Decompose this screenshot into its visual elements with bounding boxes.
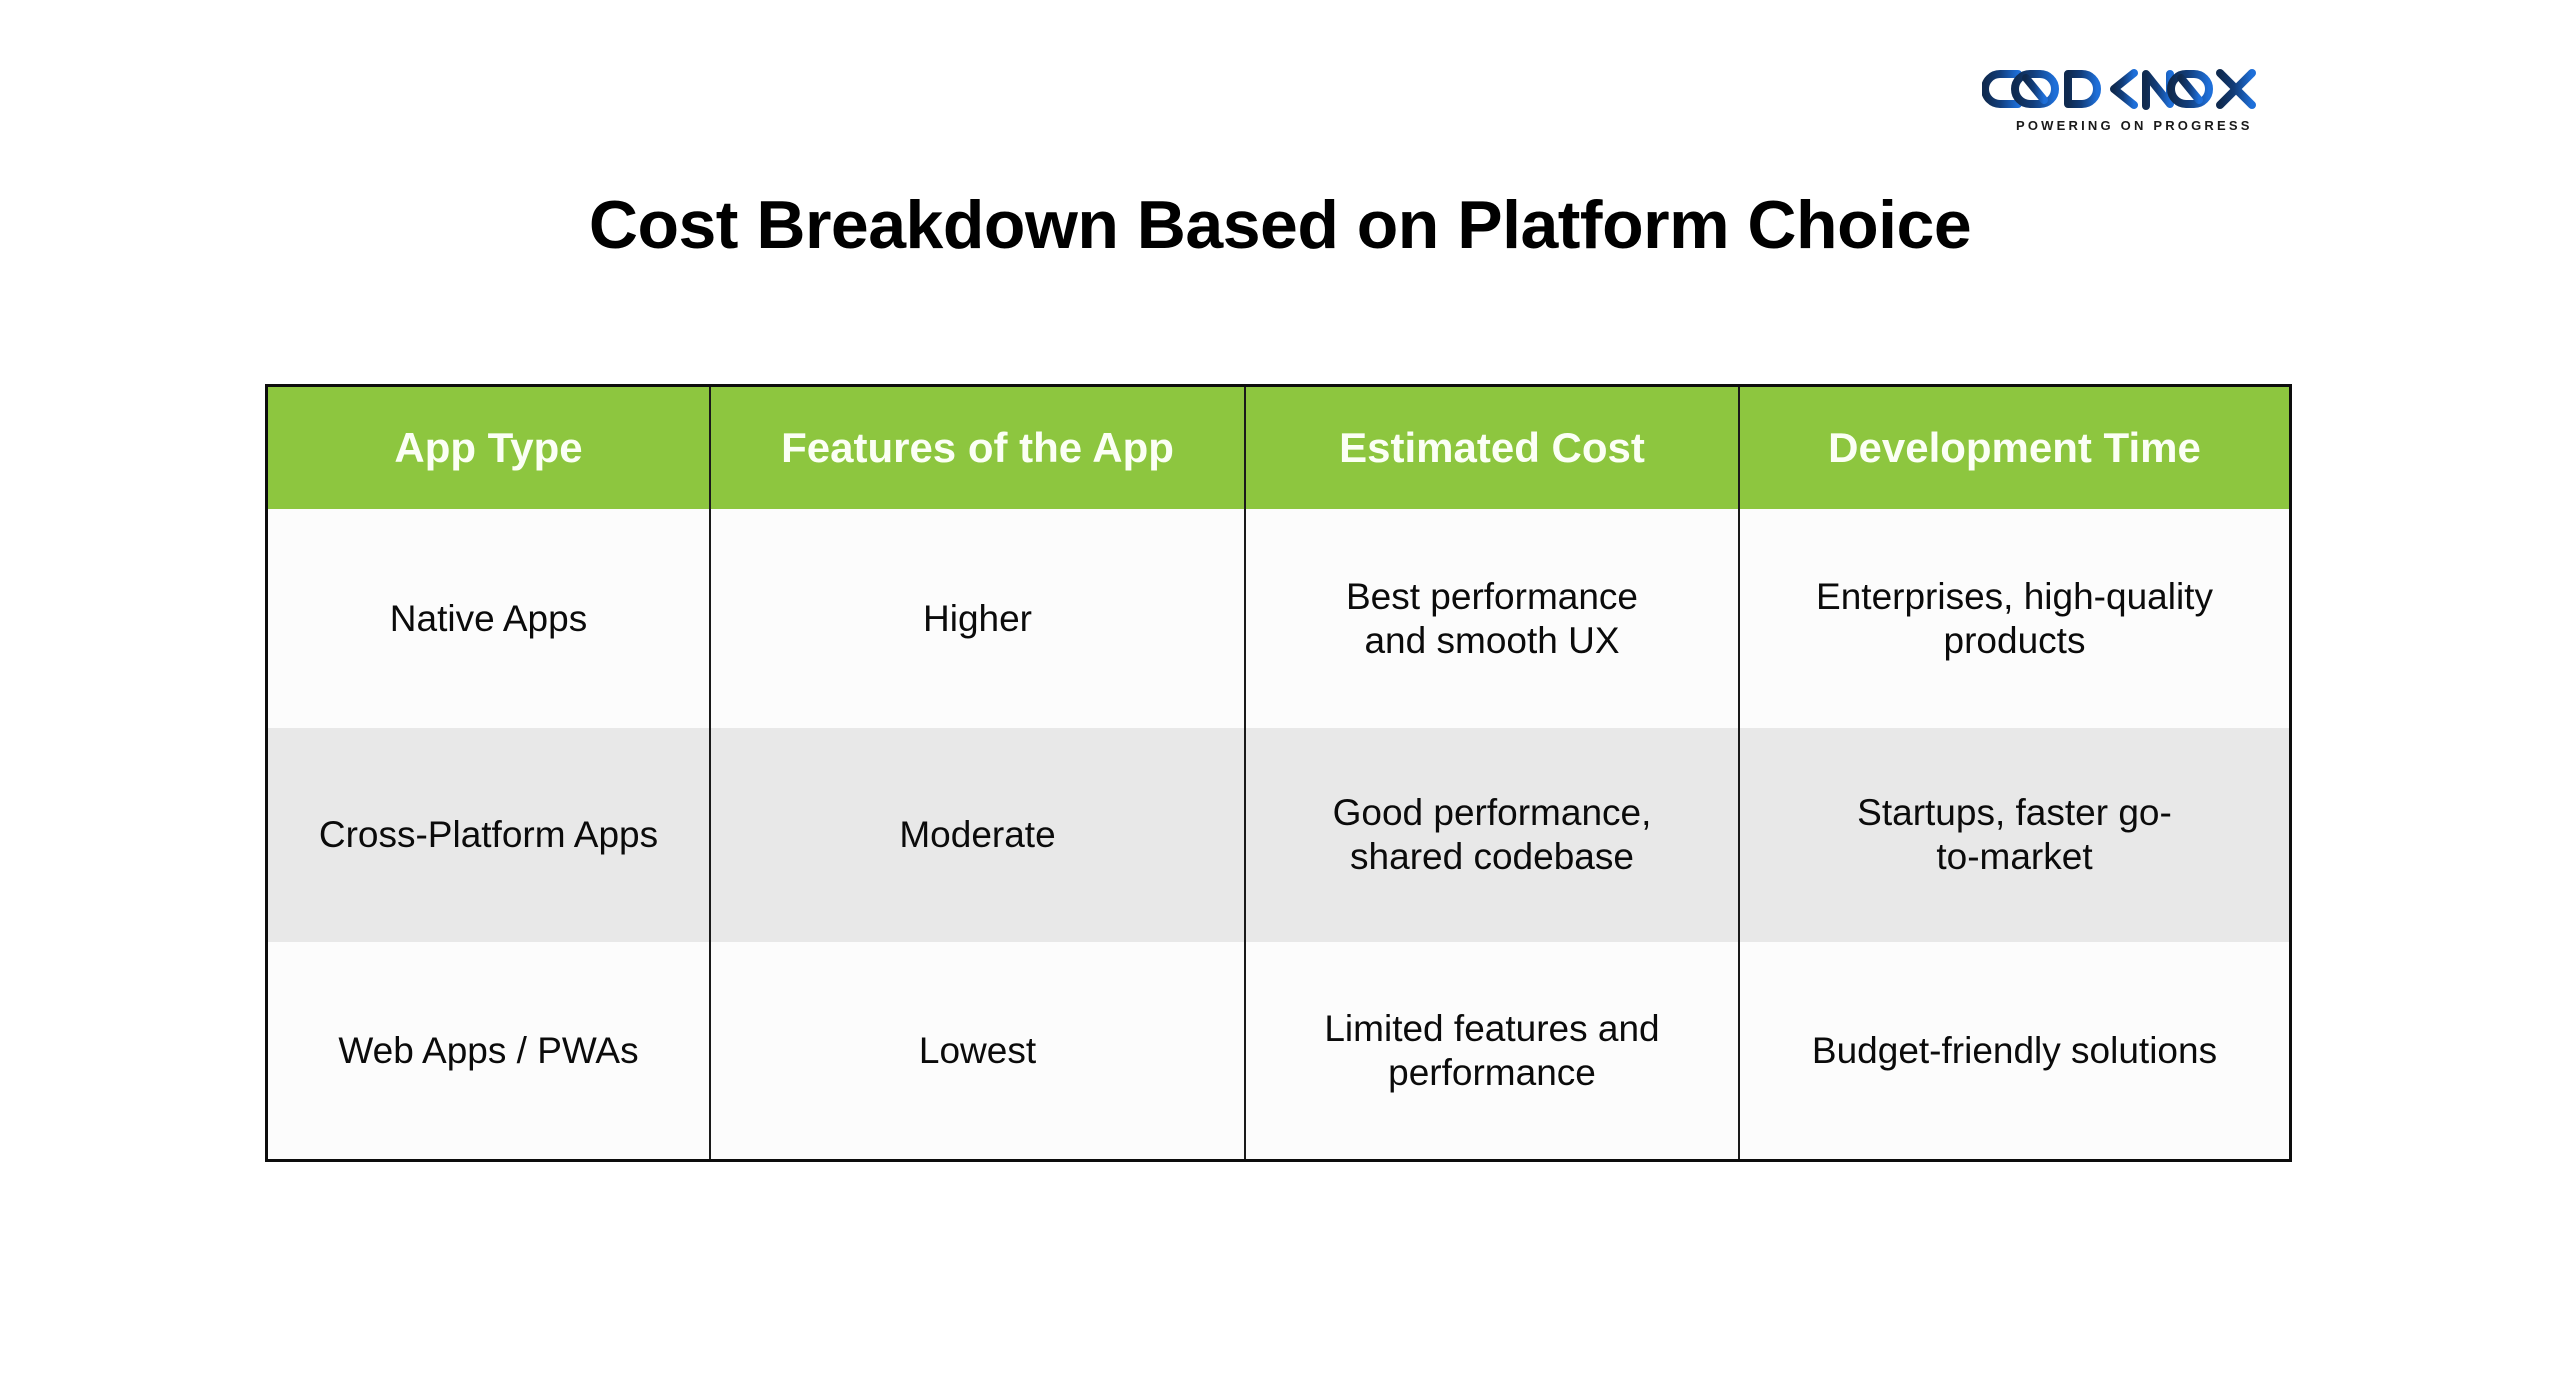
cell-features: Higher: [709, 509, 1245, 728]
cell-estimated-cost: Limited features and performance: [1244, 942, 1739, 1159]
cell-development-time: Budget-friendly solutions: [1738, 942, 2289, 1159]
cell-app-type: Native Apps: [268, 509, 710, 728]
cell-app-type: Web Apps / PWAs: [268, 942, 710, 1159]
column-header-development-time: Development Time: [1738, 387, 2289, 509]
cell-text: Limited features and performance: [1324, 1007, 1660, 1093]
table-row: Native Apps Higher Best performance and …: [268, 509, 2289, 728]
cell-development-time: Enterprises, high-quality products: [1738, 509, 2289, 728]
brand-tagline: POWERING ON PROGRESS: [2016, 118, 2253, 133]
cell-text: Good performance, shared codebase: [1332, 792, 1652, 877]
cell-text: Native Apps: [389, 597, 588, 639]
brand-logo: POWERING ON PROGRESS: [1982, 68, 2272, 134]
cell-text: Startups, faster go-to-market: [1857, 792, 2172, 877]
cell-features: Moderate: [709, 728, 1245, 942]
cell-text: Moderate: [899, 814, 1056, 855]
column-header-features: Features of the App: [709, 387, 1245, 509]
cell-text: Lowest: [918, 1029, 1037, 1071]
cell-text: Web Apps / PWAs: [338, 1029, 639, 1071]
cell-features: Lowest: [709, 942, 1245, 1159]
cell-text: Cross-Platform Apps: [318, 814, 659, 855]
cell-text: Budget-friendly solutions: [1811, 1029, 2218, 1071]
cell-text: Best performance and smooth UX: [1345, 575, 1639, 661]
cell-text: Enterprises, high-quality products: [1816, 575, 2213, 661]
cell-development-time: Startups, faster go-to-market: [1738, 728, 2289, 942]
cell-estimated-cost: Best performance and smooth UX: [1244, 509, 1739, 728]
column-header-app-type: App Type: [268, 387, 710, 509]
cost-breakdown-table: App Type Features of the App Estimated C…: [265, 384, 2292, 1162]
cell-estimated-cost: Good performance, shared codebase: [1244, 728, 1739, 942]
cell-text: Higher: [923, 597, 1032, 639]
codknox-logo-icon: [1982, 68, 2256, 110]
page-title: Cost Breakdown Based on Platform Choice: [588, 187, 1972, 263]
cell-app-type: Cross-Platform Apps: [268, 728, 710, 942]
table-row: Web Apps / PWAs Lowest Limited features …: [268, 942, 2289, 1159]
table-row: Cross-Platform Apps Moderate Good perfor…: [268, 728, 2289, 942]
table-header-row: App Type Features of the App Estimated C…: [268, 387, 2289, 509]
column-header-estimated-cost: Estimated Cost: [1244, 387, 1739, 509]
